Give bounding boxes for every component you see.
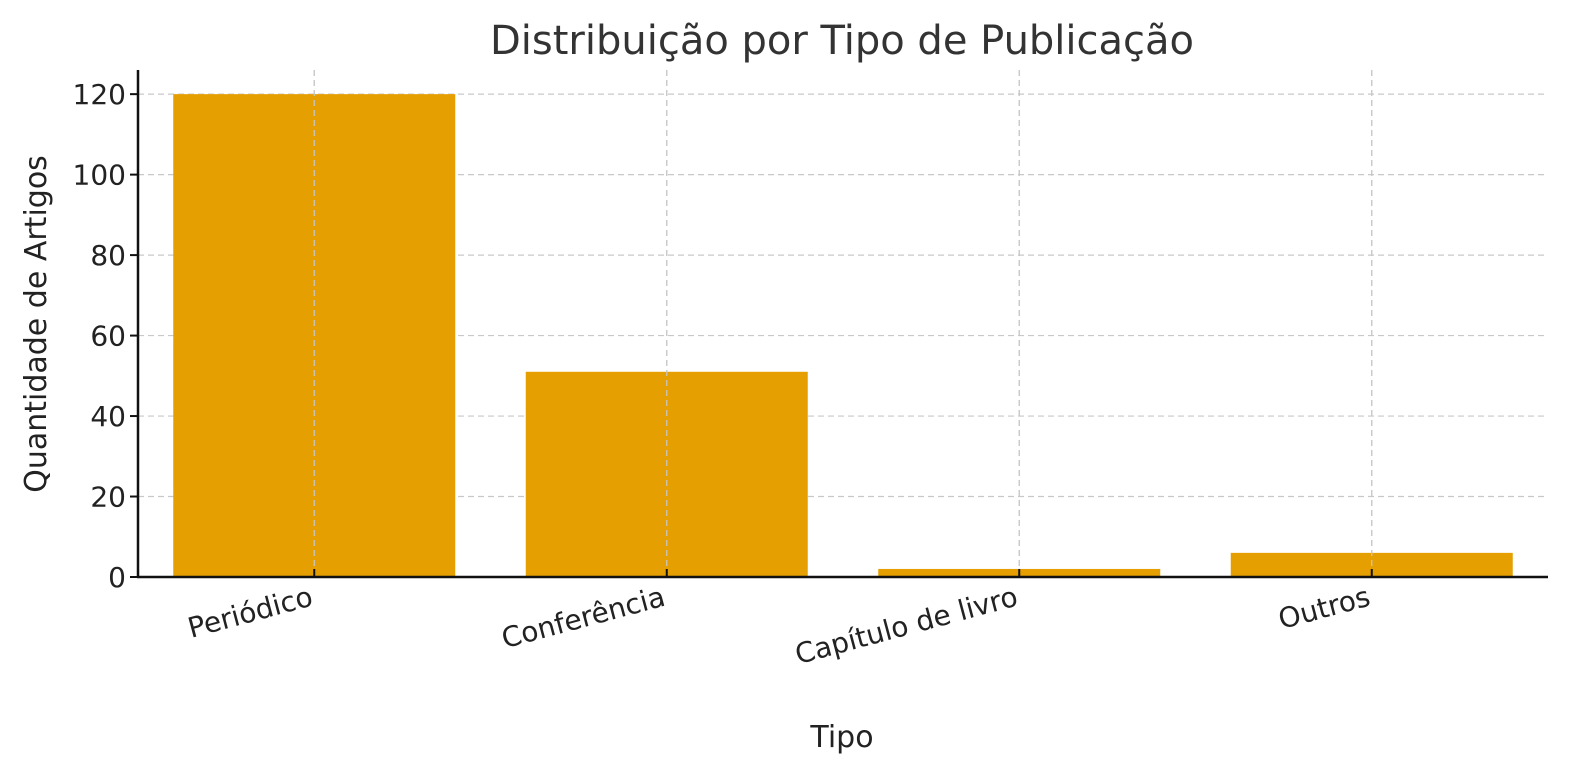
axes (136, 70, 1548, 579)
y-tick-label: 120 (73, 78, 126, 111)
x-axis-label: Tipo (809, 720, 873, 755)
x-tick-label: Periódico (184, 580, 316, 645)
y-tick-label: 100 (73, 159, 126, 192)
x-tick-label: Capítulo de livro (791, 580, 1021, 671)
y-tick-label: 40 (90, 400, 126, 433)
x-tick-label: Outros (1275, 580, 1374, 636)
bars (173, 70, 1513, 578)
y-tick-label: 20 (90, 481, 126, 514)
y-tick-label: 80 (90, 239, 126, 272)
y-tick-label: 60 (90, 320, 126, 353)
x-tick-label: Conferência (498, 580, 669, 655)
chart-title: Distribuição por Tipo de Publicação (490, 18, 1194, 64)
y-tick-label: 0 (108, 561, 126, 594)
y-axis-label: Quantidade de Artigos (19, 155, 54, 493)
